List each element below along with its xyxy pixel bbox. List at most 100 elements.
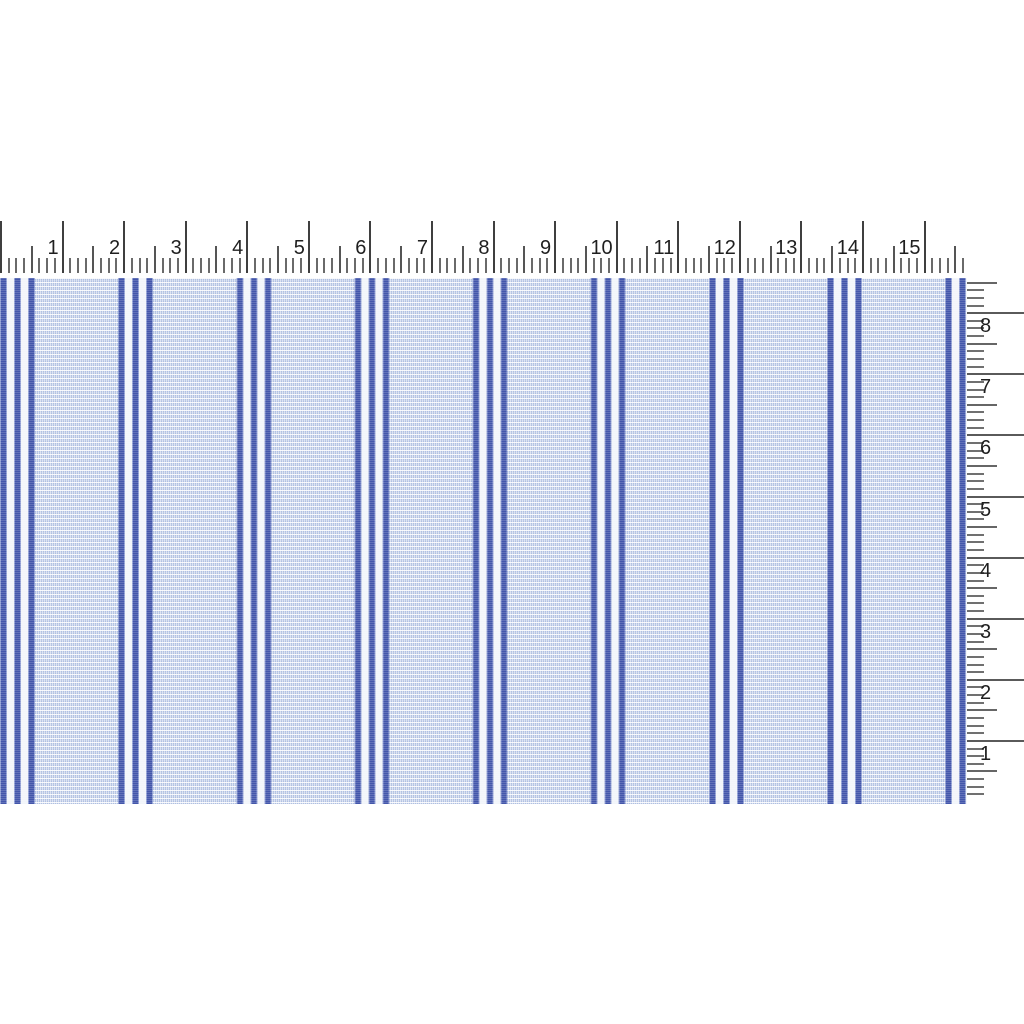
hruler-tick-eighth [608,258,610,273]
hruler-tick-eighth [161,258,164,273]
vruler-number: 8 [980,315,992,338]
vruler-tick-eighth [967,442,984,445]
hruler-tick-int [369,221,372,273]
vruler-tick-eighth [967,724,984,727]
vruler-tick-eighth [967,426,984,429]
hruler-tick-int [123,221,126,273]
hruler-tick-eighth [423,258,426,273]
hruler-tick-eighth [354,258,357,273]
vruler-tick-int [967,739,1024,742]
hruler-tick-eighth [908,258,911,273]
vruler-tick-eighth [967,571,984,574]
vruler-tick-half [967,403,997,406]
hruler-tick-int [307,221,310,273]
vruler-tick-eighth [967,610,984,613]
hruler-number: 10 [590,237,613,259]
vruler-tick-half [967,587,997,590]
hruler-tick-eighth [230,258,233,273]
vruler-tick-eighth [967,480,984,483]
hruler-tick-eighth [777,258,780,273]
hruler-tick-eighth [223,258,226,273]
vruler-tick-int [967,434,1024,437]
vruler-tick-eighth [967,732,984,735]
vruler-tick-eighth [967,304,984,307]
hruler-tick-int [0,221,2,273]
hruler-tick-int [923,221,926,273]
vruler-tick-eighth [967,335,984,338]
hruler-tick-half [831,246,834,273]
hruler-tick-int [554,221,557,273]
hruler-tick-half [708,246,711,273]
hruler-number: 2 [109,237,121,259]
vruler-tick-int [967,312,1024,315]
hruler-tick-eighth [592,258,595,273]
vruler-tick-eighth [967,533,984,536]
hruler-tick-eighth [207,258,210,273]
hruler-tick-half [215,246,218,273]
hruler-number: 1 [47,237,59,259]
hruler-tick-eighth [846,258,849,273]
hruler-tick-half [400,246,403,273]
hruler-tick-half [523,246,526,273]
vruler-tick-eighth [967,419,984,422]
hruler-tick-eighth [477,258,480,273]
vruler-tick-half [967,770,997,773]
hruler-tick-eighth [138,258,141,273]
hruler-tick-eighth [292,258,295,273]
hruler-tick-int [430,221,433,273]
vruler-tick-eighth [967,396,984,399]
hruler-tick-eighth [515,258,518,273]
vruler-tick-eighth [967,541,984,544]
hruler-number: 13 [775,237,798,259]
vruler-tick-eighth [967,327,984,330]
vruler-tick-eighth [967,449,984,452]
hruler-tick-eighth [669,258,672,273]
hruler-tick-eighth [623,258,626,273]
hruler-tick-eighth [300,258,303,273]
vruler-tick-eighth [967,632,984,635]
vruler-number: 7 [980,376,992,399]
hruler-tick-eighth [438,258,441,273]
hruler-tick-eighth [238,258,241,273]
vruler-tick-eighth [967,686,984,689]
vruler-tick-eighth [967,762,984,765]
hruler-tick-eighth [107,258,110,273]
hruler-tick-eighth [200,258,203,273]
hruler-tick-eighth [785,258,788,273]
hruler-tick-half [30,246,33,273]
hruler-tick-eighth [723,258,726,273]
hruler-tick-eighth [815,258,818,273]
hruler-tick-eighth [192,258,195,273]
vruler-tick-int [967,678,1024,681]
hruler-tick-eighth [23,258,26,273]
hruler-tick-eighth [454,258,457,273]
hruler-tick-eighth [392,258,395,273]
hruler-tick-eighth [384,258,387,273]
hruler-tick-eighth [84,258,87,273]
hruler-tick-eighth [415,258,418,273]
hruler-tick-eighth [361,258,364,273]
hruler-tick-eighth [692,258,695,273]
hruler-tick-eighth [915,258,918,273]
hruler-tick-eighth [854,258,857,273]
vruler-tick-eighth [967,778,984,781]
hruler-tick-eighth [315,258,318,273]
hruler-tick-eighth [100,258,103,273]
vruler-tick-eighth [967,594,984,597]
vruler-tick-eighth [967,350,984,353]
vruler-number: 6 [980,437,992,460]
vruler-tick-eighth [967,640,984,643]
hruler-tick-eighth [684,258,687,273]
hruler-tick-eighth [577,258,580,273]
hruler-tick-half [892,246,895,273]
vruler-tick-eighth [967,579,984,582]
hruler-number: 7 [416,237,428,259]
hruler-tick-eighth [869,258,872,273]
hruler-tick-half [769,246,772,273]
vruler-tick-eighth [967,319,984,322]
hruler-tick-int [184,221,187,273]
hruler-number: 8 [478,237,490,259]
hruler-tick-half [584,246,587,273]
hruler-tick-eighth [761,258,764,273]
